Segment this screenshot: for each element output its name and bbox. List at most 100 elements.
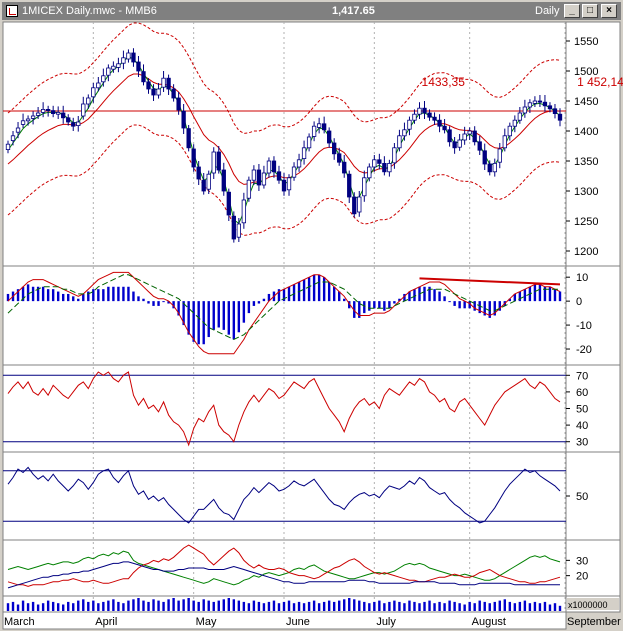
title-bar[interactable]: 1MICEX Daily.mwc - MMB6 1,417.65 Daily _… — [2, 2, 621, 20]
macd-histogram-bar — [523, 289, 527, 302]
macd-histogram-bar — [558, 291, 562, 302]
candle-body — [111, 65, 116, 70]
macd-histogram-bar — [403, 293, 406, 302]
candle-body — [342, 161, 347, 174]
volume-bar — [338, 600, 341, 611]
macd-histogram-bar — [358, 301, 361, 318]
macd-histogram-bar — [26, 284, 30, 302]
price-tick-label: 1250 — [574, 216, 598, 228]
volume-bar — [267, 601, 271, 611]
macd-histogram-bar — [107, 286, 110, 302]
candle-body — [206, 173, 211, 190]
candle-body — [437, 119, 442, 127]
volume-bar — [107, 600, 110, 611]
volume-bar — [232, 599, 236, 611]
volume-bar — [398, 601, 401, 611]
candle-body — [447, 129, 452, 143]
candle-body — [462, 133, 467, 141]
volume-bar — [162, 601, 165, 611]
volume-bar — [132, 599, 135, 611]
candle-body — [532, 100, 538, 104]
volume-bar — [247, 603, 251, 611]
candle-body — [30, 115, 36, 119]
candle-body — [442, 125, 447, 131]
volume-bar — [463, 604, 466, 611]
macd-histogram-bar — [538, 284, 542, 302]
maximize-button[interactable]: □ — [582, 4, 598, 18]
candle-body — [211, 151, 216, 174]
price-tick-label: 1350 — [574, 156, 598, 168]
macd-tick-label: 10 — [576, 272, 588, 284]
macd-histogram-bar — [177, 301, 180, 316]
macd-histogram-bar — [207, 301, 210, 338]
macd-histogram-bar — [242, 301, 246, 323]
macd-histogram-bar — [6, 293, 10, 302]
candle-body — [251, 169, 257, 181]
candle-body — [161, 77, 166, 88]
macd-histogram-bar — [16, 289, 20, 302]
candle-body — [497, 148, 502, 163]
window-title: 1MICEX Daily.mwc - MMB6 — [22, 5, 157, 17]
macd-histogram-bar — [508, 298, 512, 302]
macd-histogram-bar — [252, 301, 256, 306]
macd-histogram-bar — [162, 301, 165, 303]
macd-histogram-bar — [21, 286, 25, 302]
volume-bar — [217, 600, 220, 611]
candle-body — [201, 179, 206, 192]
x-axis-label: June — [286, 616, 310, 628]
volume-bar — [172, 598, 175, 611]
macd-histogram-bar — [137, 296, 140, 302]
minimize-button[interactable]: _ — [564, 4, 580, 18]
candle-body — [552, 108, 558, 115]
candle-body — [487, 163, 492, 173]
macd-histogram-bar — [493, 301, 496, 316]
volume-bar — [483, 601, 486, 611]
candle-body — [281, 179, 287, 192]
dmi-tick-label: 20 — [576, 571, 588, 583]
macd-histogram-bar — [488, 301, 491, 318]
macd-histogram-bar — [212, 301, 215, 330]
macd-tick-label: -10 — [576, 320, 592, 332]
volume-bar — [373, 601, 376, 611]
candle-body — [527, 102, 533, 108]
candle-body — [51, 110, 56, 114]
macd-histogram-bar — [548, 286, 552, 302]
candle-body — [387, 162, 392, 173]
x-axis-strip — [2, 611, 567, 630]
macd-histogram-bar — [322, 277, 326, 302]
candle-body — [452, 141, 457, 149]
volume-bar — [538, 603, 542, 611]
macd-histogram-bar — [247, 301, 251, 314]
candle-body — [45, 109, 51, 112]
macd-histogram-bar — [82, 293, 85, 302]
volume-bar — [292, 603, 296, 611]
candle-body — [56, 112, 61, 115]
rsi-tick-label: 50 — [576, 404, 588, 416]
volume-bar — [51, 601, 55, 611]
volume-bar — [488, 603, 491, 611]
volume-bar — [177, 600, 180, 611]
candle-body — [502, 135, 507, 149]
macd-histogram-bar — [483, 301, 486, 316]
macd-histogram-bar — [172, 301, 175, 309]
price-tick-label: 1400 — [574, 126, 598, 138]
candle-body — [271, 160, 277, 173]
price-tick-label: 1500 — [574, 66, 598, 78]
volume-bar — [137, 598, 140, 611]
candle-body — [412, 113, 417, 121]
macd-histogram-bar — [152, 301, 155, 306]
candle-body — [392, 147, 397, 164]
macd-histogram-bar — [388, 301, 391, 309]
candle-body — [91, 87, 96, 98]
volume-bar — [423, 601, 426, 611]
rsi-tick-label: 70 — [576, 370, 588, 382]
candle-body — [402, 129, 407, 137]
macd-histogram-bar — [438, 291, 441, 302]
close-button[interactable]: × — [601, 4, 617, 18]
volume-bar — [343, 599, 346, 611]
macd-histogram-bar — [237, 301, 241, 333]
volume-bar — [312, 600, 316, 611]
macd-histogram-bar — [363, 301, 366, 314]
candle-body — [286, 177, 292, 191]
candle-body — [106, 67, 111, 76]
